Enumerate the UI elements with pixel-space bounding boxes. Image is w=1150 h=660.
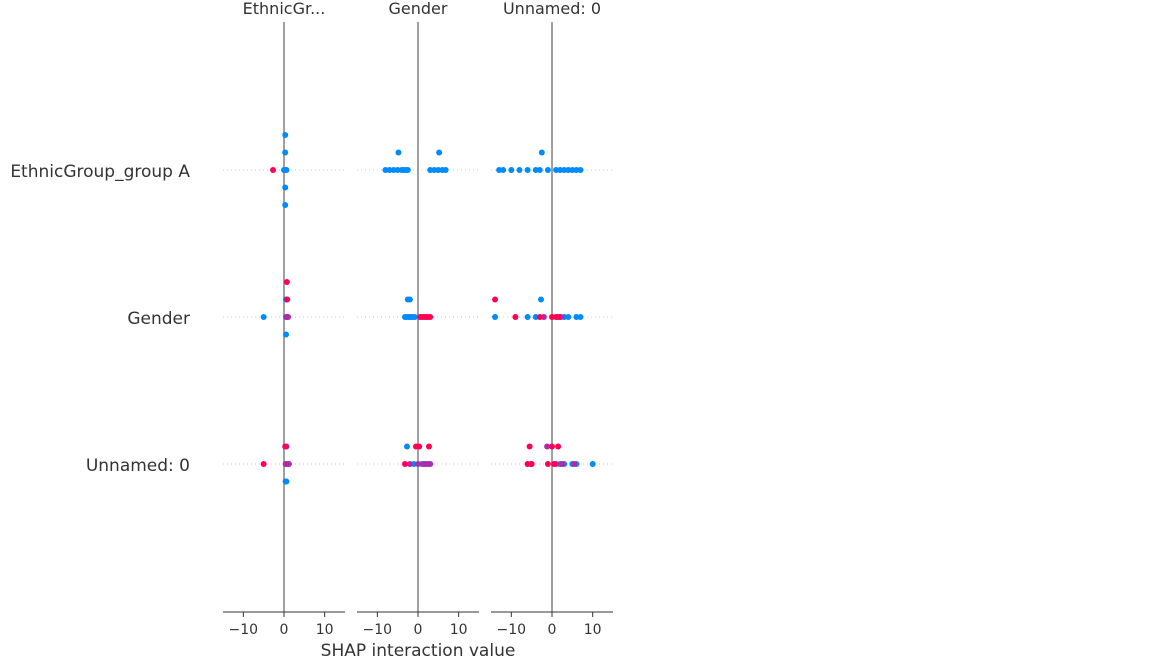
data-point-low	[508, 167, 515, 173]
data-point-mid	[406, 461, 413, 467]
data-point-low	[524, 167, 531, 173]
data-point-high	[260, 461, 267, 467]
data-point-high	[282, 443, 289, 450]
data-point-low	[283, 478, 290, 485]
data-point-high	[425, 443, 432, 450]
data-point-low	[260, 314, 267, 320]
data-point-mid	[285, 461, 292, 467]
row-label: EthnicGroup_group A	[10, 162, 190, 182]
data-point-low	[406, 296, 413, 303]
data-point-high	[555, 443, 562, 450]
data-point-mid	[427, 461, 434, 467]
x-tick-label: −10	[363, 622, 393, 638]
data-point-low	[282, 184, 289, 191]
data-point-low	[516, 167, 523, 173]
data-point-low	[282, 202, 289, 208]
data-point-high	[427, 314, 434, 320]
data-point-mid	[559, 461, 566, 467]
data-point-low	[395, 149, 402, 156]
data-point-high	[512, 314, 519, 320]
data-point-low	[577, 314, 584, 320]
data-point-high	[492, 296, 499, 303]
x-tick-label: 0	[414, 622, 423, 638]
data-point-low	[538, 149, 545, 156]
data-point-mid	[285, 314, 292, 320]
x-axis-label: SHAP interaction value	[321, 641, 516, 660]
data-point-low	[442, 167, 449, 173]
data-point-low	[282, 149, 289, 156]
row-label: Gender	[127, 309, 190, 329]
column-title: EthnicGr...	[243, 0, 326, 18]
data-point-high	[526, 443, 533, 450]
data-point-high	[544, 461, 551, 467]
data-point-low	[524, 314, 531, 320]
data-point-low	[436, 149, 443, 156]
data-point-high	[549, 443, 555, 450]
data-point-mid	[415, 461, 421, 467]
data-point-low	[492, 314, 499, 320]
data-point-low	[283, 331, 290, 338]
data-point-low	[565, 314, 572, 320]
data-point-low	[404, 167, 411, 173]
data-point-low	[500, 167, 507, 173]
data-point-high	[270, 167, 277, 173]
x-tick-label: 0	[280, 622, 289, 638]
data-point-high	[528, 461, 535, 467]
data-point-mid	[544, 443, 551, 450]
data-point-low	[544, 167, 551, 173]
row-label: Unnamed: 0	[86, 456, 190, 476]
x-tick-label: 10	[316, 622, 334, 638]
data-point-low	[404, 443, 411, 450]
data-point-low	[538, 296, 545, 303]
data-point-high	[551, 461, 558, 467]
x-tick-label: 10	[450, 622, 468, 638]
x-tick-label: −10	[497, 622, 527, 638]
data-point-high	[555, 314, 562, 320]
data-point-high	[536, 314, 543, 320]
data-point-high	[416, 443, 423, 450]
data-point-low	[411, 314, 418, 320]
data-point-high	[284, 296, 291, 303]
data-point-high	[401, 461, 408, 467]
data-point-low	[282, 132, 289, 138]
column-titles: EthnicGr... Gender Unnamed: 0	[243, 0, 601, 18]
x-tick-label: 10	[584, 622, 602, 638]
column-title: Gender	[389, 0, 448, 18]
data-point-low	[536, 167, 543, 173]
column-title: Unnamed: 0	[503, 0, 601, 18]
panels: −10 0 10 −10 0 10 −10 0 10	[223, 22, 613, 638]
row-labels: EthnicGroup_group A Gender Unnamed: 0	[10, 162, 190, 476]
data-point-low	[281, 167, 287, 173]
data-point-low	[577, 167, 584, 173]
data-point-high	[283, 279, 290, 285]
data-point-low	[589, 461, 596, 467]
x-tick-label: −10	[229, 622, 259, 638]
data-point-mid	[571, 461, 578, 467]
x-tick-label: 0	[548, 622, 557, 638]
